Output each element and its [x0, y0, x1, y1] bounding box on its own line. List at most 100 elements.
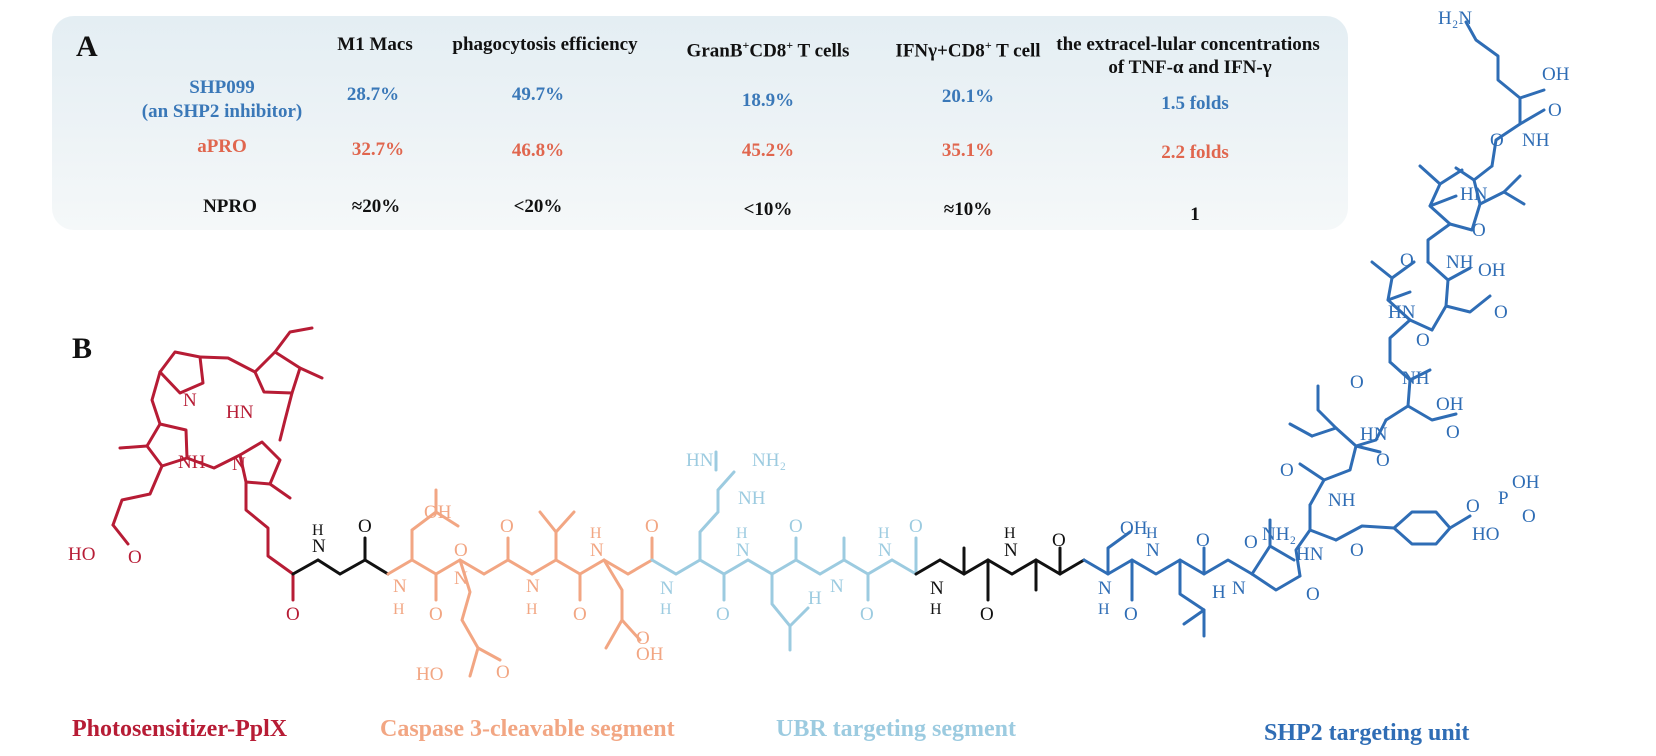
shp2-hn1: HN — [1296, 544, 1324, 565]
asp4-o: O — [1494, 302, 1508, 323]
ubr-segment — [650, 450, 918, 652]
row-name-npro: NPRO — [203, 196, 257, 217]
porphyrin-n1: N — [183, 390, 197, 411]
panel-b-letter: B — [72, 332, 93, 365]
ubr-h1: H — [660, 601, 672, 618]
shp2-nh3: NH — [1446, 252, 1474, 273]
shp2-o3: O — [1306, 584, 1320, 605]
caspase-o4: O — [645, 516, 659, 537]
panel-a-letter: A — [76, 30, 98, 63]
cell-shp099-tnf: 1.5 folds — [1161, 93, 1229, 114]
cell-apro-phago: 46.8% — [511, 140, 565, 161]
cell-apro-granb: 45.2% — [741, 140, 795, 161]
asp1-o: O — [454, 540, 468, 561]
cell-shp099-phago: 49.7% — [511, 84, 565, 105]
ubr-h4: H — [878, 525, 890, 542]
shp2-nh2: NH — [1402, 368, 1430, 389]
caspase-n2: N — [454, 568, 468, 589]
header-ifn-cd8: IFNγ+CD8+ T cell — [895, 38, 1041, 62]
cell-npro-ifn: ≈10% — [943, 199, 993, 220]
porphyrin-amide-o: O — [286, 604, 300, 625]
ala-o2: O — [1052, 530, 1066, 551]
ala-h1: H — [930, 601, 942, 618]
table-panel-background — [52, 16, 1348, 230]
asp2-oh: OH — [636, 644, 664, 665]
asp2-o: O — [636, 628, 650, 649]
cell-shp099-ifn: 20.1% — [941, 86, 995, 107]
shp2-o10: O — [1472, 220, 1486, 241]
asn-o: O — [1244, 532, 1258, 553]
shp2-o5: O — [1280, 460, 1294, 481]
row-name-apro: aPRO — [197, 136, 247, 157]
shp2-nh1: NH — [1328, 490, 1356, 511]
porphyrin-carbonyl-o: O — [128, 547, 142, 568]
cell-npro-phago: <20% — [513, 196, 563, 217]
lys-h2n: H₂N — [1438, 8, 1472, 29]
ubr-n4: N — [878, 540, 892, 561]
lys-oh: OH — [1542, 64, 1570, 85]
caspase-h3: H — [526, 601, 538, 618]
ala-o1: O — [980, 604, 994, 625]
tyr-oh1: OH — [1512, 472, 1540, 493]
ala-n1: N — [930, 578, 944, 599]
ubr-n2: N — [736, 540, 750, 561]
shp2-nh4: NH — [1522, 130, 1550, 151]
tyr-ho: HO — [1472, 524, 1499, 545]
gly-n: N — [312, 536, 326, 557]
shp2-o9: O — [1400, 250, 1414, 271]
porphyrin-nh: NH — [178, 452, 206, 473]
tyr-po: O — [1522, 506, 1536, 527]
cell-apro-tnf: 2.2 folds — [1161, 142, 1229, 163]
shp2-hn2: HN — [1360, 424, 1388, 445]
cell-shp099-granb: 18.9% — [741, 90, 795, 111]
cell-npro-m1: ≈20% — [351, 196, 401, 217]
glu-ho: HO — [416, 664, 443, 685]
shp2-h2: H — [1146, 525, 1158, 542]
asp4-oh: OH — [1478, 260, 1506, 281]
ala-linker — [914, 546, 1086, 602]
glu-o: O — [496, 662, 510, 683]
label-caspase-segment: Caspase 3-cleavable segment — [380, 716, 675, 742]
gly-h: H — [312, 522, 324, 539]
caspase-o1: O — [429, 604, 443, 625]
ala-n2: N — [1004, 540, 1018, 561]
label-photosensitizer: Photosensitizer-PplX — [72, 716, 288, 742]
ubr-o4: O — [909, 516, 923, 537]
asp1-oh: OH — [424, 502, 452, 523]
ubr-h2: H — [736, 525, 748, 542]
shp2-o1: O — [1124, 604, 1138, 625]
gly-o: O — [358, 516, 372, 537]
caspase-o3: O — [573, 604, 587, 625]
caspase-h1: H — [393, 601, 405, 618]
caspase-h4: H — [590, 525, 602, 542]
shp2-hn4: HN — [1460, 184, 1488, 205]
tyr-p: P — [1498, 488, 1509, 509]
shp2-segment — [1082, 20, 1546, 638]
ala-h2: H — [1004, 525, 1016, 542]
shp2-n3: N — [1232, 578, 1246, 599]
cell-npro-tnf: 1 — [1190, 204, 1200, 225]
caspase-n1: N — [393, 576, 407, 597]
arg-nh: NH — [738, 488, 766, 509]
row-name-shp099-sub: (an SHP2 inhibitor) — [141, 101, 303, 122]
ubr-h3: H — [808, 588, 822, 609]
label-shp2-unit: SHP2 targeting unit — [1264, 720, 1470, 746]
caspase-n3: N — [526, 576, 540, 597]
porphyrin-acid-ho: HO — [68, 544, 95, 565]
row-name-shp099: SHP099 — [189, 77, 255, 98]
caspase-n4: N — [590, 540, 604, 561]
ubr-n3: N — [830, 576, 844, 597]
lys-o: O — [1548, 100, 1562, 121]
shp2-h1: H — [1098, 601, 1110, 618]
shp2-o7: O — [1350, 372, 1364, 393]
shp2-hn3: HN — [1388, 302, 1416, 323]
header-tnf-line2: of TNF-α and IFN-γ — [1108, 57, 1272, 78]
ubr-o2: O — [789, 516, 803, 537]
arg-nh2: NH₂ — [752, 450, 786, 471]
shp2-o8: O — [1416, 330, 1430, 351]
ser-oh: OH — [1120, 518, 1148, 539]
cell-npro-granb: <10% — [743, 199, 793, 220]
cell-apro-ifn: 35.1% — [941, 140, 995, 161]
asp3-oh: OH — [1436, 394, 1464, 415]
porphyrin-structure — [111, 326, 324, 602]
